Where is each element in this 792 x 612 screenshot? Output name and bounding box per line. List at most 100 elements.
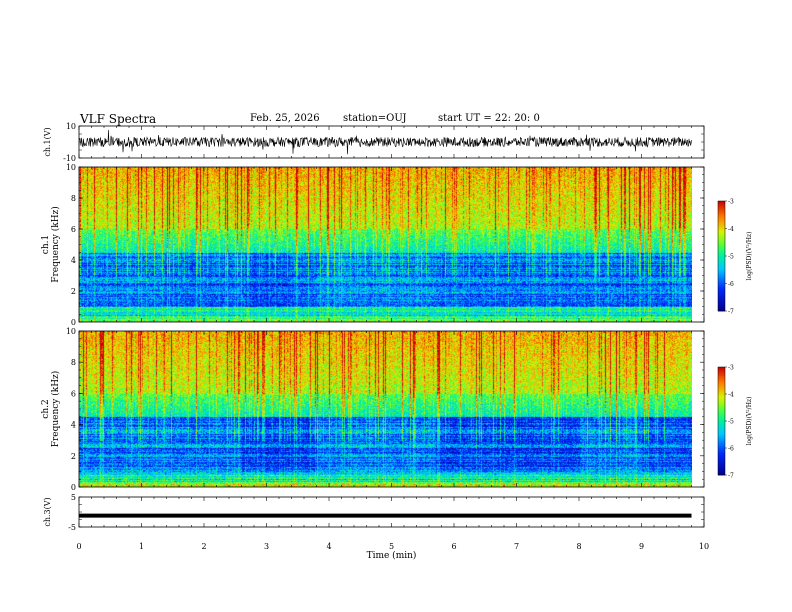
colorbar-segment: [718, 399, 725, 402]
x-tick-label: 8: [576, 542, 581, 551]
colorbar-segment: [718, 202, 725, 206]
colorbar-tick-label: -3: [728, 199, 734, 206]
colorbar-segment: [718, 223, 725, 226]
colorbar-segment: [718, 467, 725, 470]
x-tick-label: 2: [201, 542, 206, 551]
y-tick-label: 10: [66, 163, 76, 172]
colorbar-segment: [718, 298, 725, 301]
colorbar-segment: [718, 248, 725, 251]
panel-frame: [78, 496, 705, 528]
y-axis-label: ch.3(V): [43, 497, 52, 526]
colorbar-segment: [718, 381, 725, 384]
y-tick-label: 2: [71, 452, 76, 461]
colorbar-segment: [718, 446, 725, 449]
colorbar-segment: [718, 408, 725, 411]
colorbar-segment: [718, 458, 725, 461]
colorbar-segment: [718, 219, 725, 222]
colorbar-segment: [718, 394, 725, 397]
colorbar-segment: [718, 213, 725, 217]
colorbar-segment: [718, 368, 725, 371]
colorbar-segment: [718, 241, 725, 244]
colorbar-segment: [718, 206, 725, 209]
colorbar-segment: [718, 228, 725, 231]
colorbar-segment: [718, 265, 725, 268]
ch2-spectrogram-image: [79, 331, 692, 487]
colorbar-segment: [718, 274, 725, 277]
colorbar-segment: [718, 462, 725, 465]
colorbar-segment: [718, 232, 725, 235]
colorbar-segment: [718, 415, 725, 418]
colorbar-segment: [718, 460, 725, 463]
y-tick-label: 0: [71, 318, 76, 327]
colorbar-segment: [718, 473, 725, 476]
colorbar-segment: [718, 449, 725, 452]
colorbar-segment: [718, 430, 725, 433]
colorbar-segment: [718, 453, 725, 456]
colorbar-segment: [718, 392, 725, 395]
y-tick-label: 10: [66, 327, 76, 336]
colorbar-segment: [718, 457, 725, 460]
y-tick-label: 8: [71, 358, 76, 367]
colorbar-segment: [718, 469, 725, 472]
panel-frame: [78, 125, 705, 159]
x-tick-label: 4: [326, 542, 331, 551]
colorbar-segment: [718, 279, 725, 283]
colorbar-segment: [718, 424, 725, 427]
colorbar-segment: [718, 245, 725, 248]
ch1-spectrogram-image: [79, 167, 692, 322]
colorbar-segment: [718, 385, 725, 388]
y-axis-label: Frequency (kHz): [50, 371, 61, 448]
colorbar-segment: [718, 272, 725, 275]
colorbar-segment: [718, 246, 725, 250]
y-axis-label: ch.1(V): [43, 127, 52, 156]
colorbar-segment: [718, 230, 725, 233]
start-time-label: start UT = 22: 20: 0: [438, 113, 540, 124]
colorbar-segment: [718, 428, 725, 431]
date-label: Feb. 25, 2026: [250, 113, 320, 124]
colorbar-segment: [718, 388, 725, 391]
y-tick-label: 6: [71, 225, 76, 234]
colorbar-tick-label: -6: [728, 446, 734, 453]
y-axis-label: ch.1: [41, 235, 51, 254]
colorbar-segment: [718, 403, 725, 406]
colorbar-segment: [718, 377, 725, 380]
colorbar-segment: [718, 252, 725, 255]
colorbar-segment: [718, 455, 725, 458]
colorbar-segment: [718, 444, 725, 447]
colorbar-segment: [718, 367, 725, 370]
colorbar-segment: [718, 278, 725, 281]
y-tick-label: 4: [71, 421, 76, 430]
colorbar-segment: [718, 303, 725, 306]
colorbar-segment: [718, 289, 725, 292]
x-tick-label: 1: [139, 542, 144, 551]
colorbar-segment: [718, 383, 725, 386]
colorbar-segment: [718, 237, 725, 240]
colorbar-segment: [718, 464, 725, 467]
colorbar-segment: [718, 250, 725, 253]
colorbar-tick-label: -4: [728, 226, 734, 233]
colorbar-segment: [718, 201, 725, 204]
colorbar-ch1: -3 -4 -5 -6 -7 log(PSD)(V²/Hz): [717, 199, 753, 316]
colorbar-segment: [718, 257, 725, 261]
colorbar-segment: [718, 386, 725, 389]
y-tick-label: -5: [68, 523, 76, 532]
colorbar-segment: [718, 439, 725, 442]
x-tick-label: 10: [699, 542, 709, 551]
colorbar-segment: [718, 451, 725, 454]
colorbar-segment: [718, 419, 725, 422]
colorbar-segment: [718, 412, 725, 415]
colorbar-segment: [718, 471, 725, 474]
colorbar-segment: [718, 261, 725, 264]
colorbar-segment: [718, 421, 725, 424]
colorbar-segment: [718, 410, 725, 413]
colorbar-segment: [718, 254, 725, 257]
colorbar-tick-label: -7: [728, 473, 734, 480]
colorbar-segment: [718, 374, 725, 377]
colorbar-segment: [718, 243, 725, 246]
colorbar-segment: [718, 376, 725, 379]
colorbar-segment: [718, 239, 725, 242]
y-axis-label: Frequency (kHz): [50, 206, 61, 283]
colorbar-segment: [718, 370, 725, 373]
panel-4-axes: [78, 496, 705, 528]
